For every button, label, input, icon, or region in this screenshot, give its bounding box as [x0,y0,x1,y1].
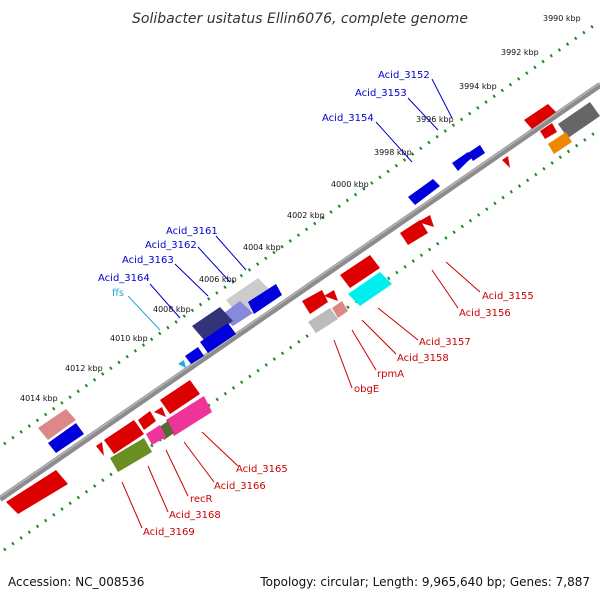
tick-label: 4004 kbp [243,243,281,252]
gene-label-ffs[interactable]: ffs [112,288,124,299]
tick-label: 3996 kbp [416,115,454,124]
tick-label: 4014 kbp [20,394,58,403]
gene-label[interactable]: Acid_3153 [355,88,407,99]
gene-arrow[interactable] [332,301,348,318]
gene-label[interactable]: Acid_3157 [419,337,471,348]
gene-arrow[interactable] [308,308,338,333]
upper-strand-genes [38,145,485,453]
leader-lines-upper [149,78,453,319]
genome-backbone [0,82,600,502]
gene-label[interactable]: Acid_3154 [322,113,374,124]
gene-arrow[interactable] [160,380,200,414]
gene-arrow[interactable] [48,423,84,453]
gene-label[interactable]: Acid_3155 [482,291,534,302]
gene-label[interactable]: Acid_3161 [166,226,218,237]
lower-strand-genes [6,102,600,514]
leader-lines-lower [121,261,481,529]
gene-arrow[interactable] [166,396,212,436]
gene-label[interactable]: Acid_3163 [122,255,174,266]
gene-arrow[interactable] [154,407,166,417]
gene-arrow[interactable] [248,284,282,314]
gene-arrow[interactable] [6,470,68,514]
gene-label[interactable]: obgE [354,384,379,395]
outer-tick-ring [3,22,597,446]
gene-label[interactable]: Acid_3152 [378,70,430,81]
gene-label[interactable]: Acid_3166 [214,481,266,492]
gene-arrow[interactable] [200,323,236,353]
gene-label[interactable]: Acid_3169 [143,527,195,538]
gene-arrow[interactable] [502,156,510,168]
gene-arrow[interactable] [558,102,600,138]
gene-arrow[interactable] [400,220,428,245]
gene-arrow[interactable] [548,132,572,154]
gene-arrow[interactable] [452,152,472,171]
tick-label: 4010 kbp [110,334,148,343]
tick-label: 4002 kbp [287,211,325,220]
gene-arrow[interactable] [348,272,392,306]
tick-label: 3992 kbp [501,48,539,57]
gene-label[interactable]: rpmA [377,369,404,380]
tick-label: 3998 kbp [374,148,412,157]
gene-arrow[interactable] [324,290,338,301]
gene-label[interactable]: Acid_3156 [459,308,511,319]
gene-label[interactable]: Acid_3168 [169,510,221,521]
gene-arrow[interactable] [178,360,186,368]
gene-arrow[interactable] [104,420,144,454]
gene-arrow[interactable] [468,145,485,161]
gene-arrow[interactable] [192,307,233,340]
gene-arrow[interactable] [408,179,440,205]
gene-arrow[interactable] [540,123,557,139]
tick-label: 4006 kbp [199,275,237,284]
tick-label: 3994 kbp [459,82,497,91]
tick-label: 3990 kbp [543,14,581,23]
gene-arrow[interactable] [138,411,156,430]
tick-labels: 3990 kbp 3992 kbp 3994 kbp 3996 kbp 3998… [20,14,581,403]
summary-text: Topology: circular; Length: 9,965,640 bp… [259,575,590,589]
lower-gene-labels: Acid_3155 Acid_3156 Acid_3157 Acid_3158 … [143,291,534,538]
upper-gene-labels: Acid_3152 Acid_3153 Acid_3154 Acid_3161 … [98,70,430,299]
gene-arrow[interactable] [524,104,556,129]
inner-tick-ring [3,130,597,552]
gene-arrow[interactable] [418,215,434,227]
tick-label: 4000 kbp [331,180,369,189]
accession-text: Accession: NC_008536 [8,575,144,589]
gene-arrow[interactable] [146,425,166,445]
tick-label: 4012 kbp [65,364,103,373]
gene-arrow[interactable] [38,409,76,440]
gene-arrow[interactable] [185,347,204,364]
genome-backbone-highlight [0,82,600,498]
gene-label[interactable]: Acid_3165 [236,464,288,475]
gene-arrow[interactable] [302,290,328,314]
gene-arrow[interactable] [96,442,104,456]
leader-line-ffs [127,295,161,331]
gene-label[interactable]: recR [190,494,213,505]
map-title: Solibacter usitatus Ellin6076, complete … [132,11,468,27]
gene-label[interactable]: Acid_3164 [98,273,150,284]
gene-arrow[interactable] [340,255,380,288]
gene-arrow[interactable] [110,438,152,472]
gene-label[interactable]: Acid_3158 [397,353,449,364]
gene-label[interactable]: Acid_3162 [145,240,197,251]
